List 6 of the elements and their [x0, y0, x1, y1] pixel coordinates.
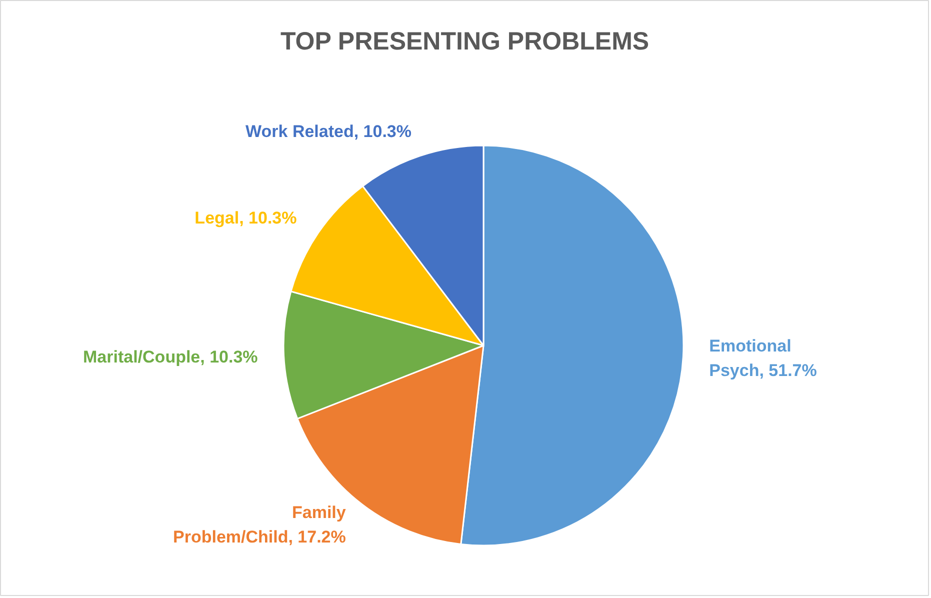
- slice-label: Marital/Couple, 10.3%: [83, 347, 258, 366]
- slice-label: Work Related, 10.3%: [246, 122, 412, 141]
- slice-label: Emotional Psych, 51.7%: [709, 336, 817, 380]
- slice-label: Family Problem/Child, 17.2%: [172, 502, 346, 547]
- chart-title: TOP PRESENTING PROBLEMS: [280, 28, 650, 56]
- slice-label: Legal, 10.3%: [194, 208, 297, 228]
